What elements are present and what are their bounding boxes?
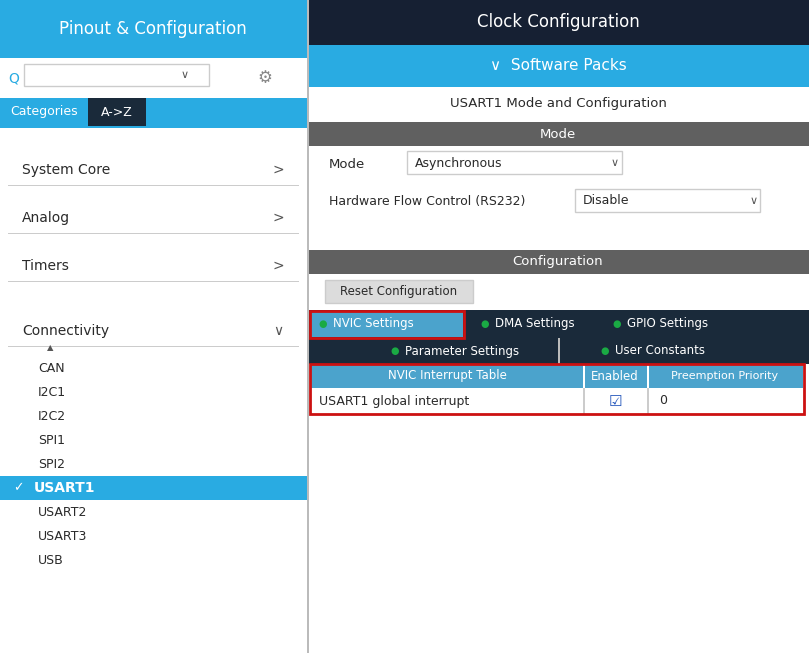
Bar (310, 311, 464, 338)
Text: GPIO Settings: GPIO Settings (627, 317, 708, 330)
Text: Clock Configuration: Clock Configuration (477, 13, 639, 31)
Text: ☑: ☑ (608, 394, 622, 409)
Text: User Constants: User Constants (615, 345, 705, 357)
Bar (307, 184, 809, 220)
Bar (307, 310, 809, 338)
Text: DMA Settings: DMA Settings (495, 317, 574, 330)
Bar (311, 311, 463, 337)
Text: ∨: ∨ (273, 324, 283, 338)
Text: Connectivity: Connectivity (22, 324, 109, 338)
Bar (8, 233, 299, 234)
Text: Pinout & Configuration: Pinout & Configuration (59, 20, 247, 38)
Text: USART3: USART3 (38, 530, 87, 543)
Text: I2C1: I2C1 (38, 385, 66, 398)
Bar (583, 364, 647, 388)
Text: CAN: CAN (38, 362, 65, 375)
Bar (583, 388, 585, 414)
Bar (0, 98, 307, 126)
Bar (558, 338, 560, 364)
Text: Analog: Analog (22, 211, 70, 225)
Bar (325, 280, 473, 303)
Bar (310, 364, 804, 414)
Bar (88, 98, 146, 126)
Bar (8, 346, 299, 347)
Bar (0, 476, 307, 500)
Text: 0: 0 (659, 394, 667, 407)
Text: Parameter Settings: Parameter Settings (405, 345, 519, 357)
Text: USART1: USART1 (34, 481, 95, 495)
Text: Hardware Flow Control (RS232): Hardware Flow Control (RS232) (329, 195, 525, 208)
Text: ▲: ▲ (47, 343, 53, 353)
Text: Disable: Disable (583, 195, 629, 208)
Bar (307, 87, 809, 122)
Text: NVIC Settings: NVIC Settings (333, 317, 413, 330)
Text: ∨: ∨ (750, 196, 758, 206)
Bar (8, 185, 299, 186)
Text: ∨: ∨ (611, 158, 619, 168)
Text: SPI2: SPI2 (38, 458, 65, 471)
Bar (307, 87, 809, 653)
Text: ∨: ∨ (181, 70, 189, 80)
Text: ∨  Software Packs: ∨ Software Packs (489, 59, 626, 74)
Text: System Core: System Core (22, 163, 110, 177)
Bar (307, 0, 309, 653)
Text: ⚙: ⚙ (257, 69, 273, 87)
Text: ●: ● (319, 319, 328, 329)
Bar (0, 0, 307, 58)
Bar (307, 250, 809, 274)
Text: USART2: USART2 (38, 505, 87, 518)
Bar (307, 0, 809, 653)
Text: I2C2: I2C2 (38, 409, 66, 422)
Text: USART1 Mode and Configuration: USART1 Mode and Configuration (450, 97, 667, 110)
Bar (647, 388, 649, 414)
Bar (647, 364, 649, 388)
Text: Preemption Priority: Preemption Priority (671, 371, 778, 381)
Text: ✓: ✓ (13, 481, 23, 494)
Bar (24, 64, 209, 86)
Bar (575, 189, 760, 212)
Text: ●: ● (612, 319, 621, 329)
Text: Mode: Mode (329, 159, 365, 172)
Bar (0, 58, 307, 98)
Text: Mode: Mode (540, 127, 576, 140)
Bar (307, 0, 809, 45)
Text: Reset Configuration: Reset Configuration (341, 285, 458, 298)
Bar (307, 274, 809, 310)
Text: Configuration: Configuration (513, 255, 604, 268)
Bar (583, 364, 585, 388)
Bar (311, 364, 583, 388)
Bar (647, 364, 803, 388)
Text: Q: Q (8, 71, 19, 85)
Text: Asynchronous: Asynchronous (415, 157, 502, 170)
Text: A->Z: A->Z (101, 106, 133, 118)
Text: Categories: Categories (11, 106, 78, 118)
Bar (0, 98, 88, 126)
Text: NVIC Interrupt Table: NVIC Interrupt Table (388, 370, 506, 383)
Text: ●: ● (391, 346, 400, 356)
Bar (311, 388, 803, 414)
Bar (307, 146, 809, 184)
Text: Timers: Timers (22, 259, 69, 273)
Text: >: > (272, 259, 284, 273)
Text: USART1 global interrupt: USART1 global interrupt (319, 394, 469, 407)
Bar (307, 220, 809, 250)
Bar (8, 281, 299, 282)
Text: >: > (272, 211, 284, 225)
Text: USB: USB (38, 554, 64, 567)
Bar (307, 45, 809, 87)
Text: Enabled: Enabled (591, 370, 639, 383)
Text: >: > (272, 163, 284, 177)
Text: ●: ● (481, 319, 489, 329)
Bar (0, 126, 307, 128)
Bar (307, 122, 809, 146)
Text: SPI1: SPI1 (38, 434, 65, 447)
Bar (307, 338, 809, 364)
Bar (0, 0, 307, 653)
Bar (407, 151, 622, 174)
Text: ●: ● (601, 346, 609, 356)
